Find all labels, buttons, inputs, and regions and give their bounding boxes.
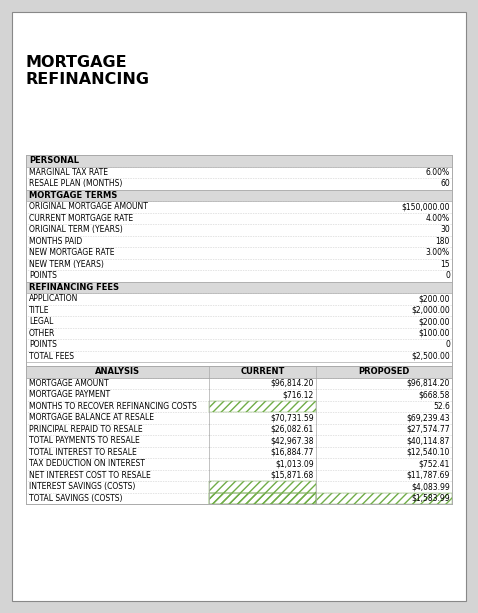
Bar [209,492,315,504]
Text: NEW TERM (YEARS): NEW TERM (YEARS) [29,260,104,268]
Text: $1,013.09: $1,013.09 [275,459,314,468]
Text: MONTHS PAID: MONTHS PAID [29,237,82,246]
Text: 30: 30 [440,225,450,234]
Text: $42,967.38: $42,967.38 [270,436,314,445]
Text: MORTGAGE PAYMENT: MORTGAGE PAYMENT [29,390,110,399]
Text: TAX DEDUCTION ON INTEREST: TAX DEDUCTION ON INTEREST [29,459,145,468]
Text: $716.12: $716.12 [282,390,314,399]
Text: MARGINAL TAX RATE: MARGINAL TAX RATE [29,168,108,177]
Text: NET INTEREST COST TO RESALE: NET INTEREST COST TO RESALE [29,471,151,480]
Text: 3.00%: 3.00% [426,248,450,257]
Text: LEGAL: LEGAL [29,318,54,326]
Text: 180: 180 [435,237,450,246]
Bar [209,481,315,492]
Text: TOTAL SAVINGS (COSTS): TOTAL SAVINGS (COSTS) [29,493,122,503]
Text: REFINANCING: REFINANCING [26,72,150,87]
Text: TOTAL FEES: TOTAL FEES [29,352,74,360]
Bar [26,366,452,378]
Bar [315,492,452,504]
Text: ANALYSIS: ANALYSIS [95,367,140,376]
Text: $96,814.20: $96,814.20 [270,379,314,388]
Text: CURRENT MORTGAGE RATE: CURRENT MORTGAGE RATE [29,214,133,223]
Text: MORTGAGE: MORTGAGE [26,55,128,70]
Text: $12,540.10: $12,540.10 [407,447,450,457]
Text: INTEREST SAVINGS (COSTS): INTEREST SAVINGS (COSTS) [29,482,135,491]
Bar [26,189,452,201]
Text: MORTGAGE TERMS: MORTGAGE TERMS [29,191,117,200]
Text: PROPOSED: PROPOSED [358,367,410,376]
Text: PERSONAL: PERSONAL [29,156,79,166]
Text: OTHER: OTHER [29,329,55,338]
Text: 6.00%: 6.00% [426,168,450,177]
Bar [26,155,452,167]
Text: $27,574.77: $27,574.77 [406,425,450,434]
Text: 0: 0 [445,271,450,280]
Text: $26,082.61: $26,082.61 [271,425,314,434]
Text: MORTGAGE BALANCE AT RESALE: MORTGAGE BALANCE AT RESALE [29,413,154,422]
Text: $668.58: $668.58 [419,390,450,399]
Text: POINTS: POINTS [29,271,57,280]
Text: $15,871.68: $15,871.68 [271,471,314,480]
Text: 60: 60 [440,179,450,188]
Text: $11,787.69: $11,787.69 [407,471,450,480]
Text: REFINANCING FEES: REFINANCING FEES [29,283,119,292]
Text: $96,814.20: $96,814.20 [407,379,450,388]
Text: $70,731.59: $70,731.59 [270,413,314,422]
Bar [209,400,315,412]
Text: $2,500.00: $2,500.00 [411,352,450,360]
Text: $40,114.87: $40,114.87 [407,436,450,445]
Text: 4.00%: 4.00% [426,214,450,223]
Text: $200.00: $200.00 [419,318,450,326]
Text: MORTGAGE AMOUNT: MORTGAGE AMOUNT [29,379,109,388]
Text: 0: 0 [445,340,450,349]
Text: 52.6: 52.6 [433,402,450,411]
Text: $100.00: $100.00 [419,329,450,338]
Text: PRINCIPAL REPAID TO RESALE: PRINCIPAL REPAID TO RESALE [29,425,142,434]
Text: ORIGINAL MORTGAGE AMOUNT: ORIGINAL MORTGAGE AMOUNT [29,202,148,211]
Text: RESALE PLAN (MONTHS): RESALE PLAN (MONTHS) [29,179,122,188]
Text: APPLICATION: APPLICATION [29,294,78,303]
Text: $4,083.99: $4,083.99 [411,482,450,491]
Bar [209,492,315,504]
Text: ORIGINAL TERM (YEARS): ORIGINAL TERM (YEARS) [29,225,123,234]
Text: $1,583.99: $1,583.99 [412,493,450,503]
Text: MONTHS TO RECOVER REFINANCING COSTS: MONTHS TO RECOVER REFINANCING COSTS [29,402,197,411]
Text: $16,884.77: $16,884.77 [270,447,314,457]
Text: TOTAL PAYMENTS TO RESALE: TOTAL PAYMENTS TO RESALE [29,436,140,445]
Text: POINTS: POINTS [29,340,57,349]
Text: TOTAL INTEREST TO RESALE: TOTAL INTEREST TO RESALE [29,447,137,457]
Text: CURRENT: CURRENT [240,367,284,376]
Text: TITLE: TITLE [29,306,50,314]
Bar [26,281,452,293]
Text: NEW MORTGAGE RATE: NEW MORTGAGE RATE [29,248,115,257]
Text: $150,000.00: $150,000.00 [402,202,450,211]
Text: $69,239.43: $69,239.43 [406,413,450,422]
Text: $200.00: $200.00 [419,294,450,303]
Text: 15: 15 [440,260,450,268]
Text: $2,000.00: $2,000.00 [411,306,450,314]
Text: $752.41: $752.41 [419,459,450,468]
